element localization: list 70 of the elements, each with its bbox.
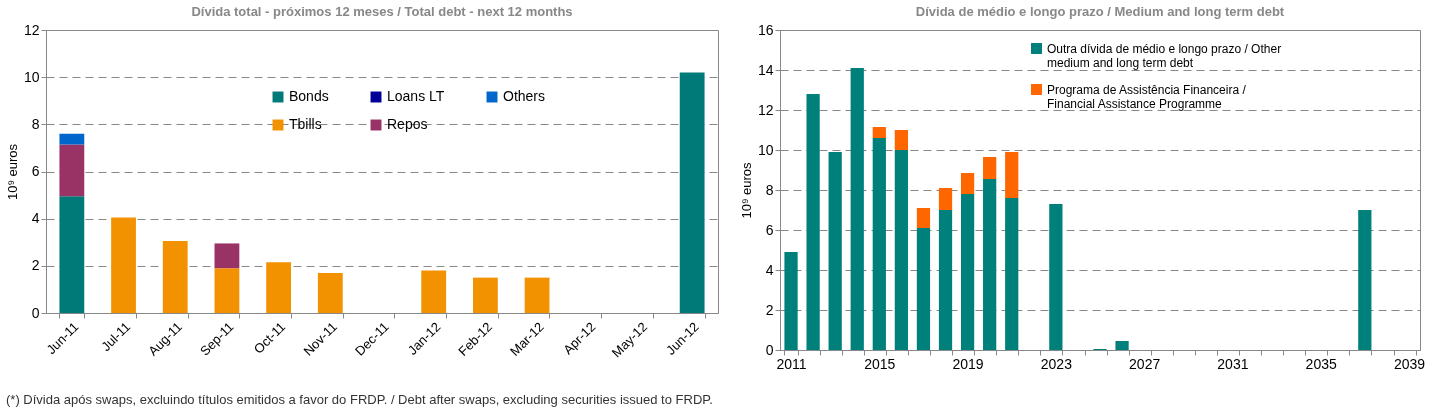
bar (59, 144, 85, 197)
legend-label: Repos (387, 116, 428, 132)
bar (421, 270, 447, 313)
x-tick-label: 2019 (952, 355, 984, 372)
y-tick-label: 10 (757, 141, 774, 158)
y-tick-label: 2 (31, 257, 40, 274)
bar (266, 262, 292, 313)
bar (472, 277, 498, 313)
bar (938, 188, 953, 210)
legend-label: Others (503, 88, 546, 104)
bar (960, 194, 975, 350)
bar (679, 72, 705, 313)
y-tick-label: 16 (757, 21, 774, 38)
legend-label: Programa de Assistência Financeira / Financial Assistance Programme (1047, 82, 1247, 111)
bar (784, 252, 798, 350)
x-tick-label: 2039 (1393, 355, 1426, 372)
bar (916, 208, 931, 228)
chart-title: Dívida total - próximos 12 meses / Total debt - next 12 months (191, 4, 573, 19)
bar (1358, 210, 1372, 350)
y-axis-title: 10⁹ euros (738, 161, 754, 219)
bar (894, 130, 908, 150)
bar (1049, 204, 1063, 350)
bar (1005, 198, 1019, 350)
bar (806, 94, 820, 350)
x-tick-label: 2023 (1040, 355, 1073, 372)
y-tick-label: 8 (765, 181, 774, 198)
y-tick-label: 0 (765, 341, 774, 358)
bar (1115, 341, 1129, 350)
legend-label: Bonds (289, 88, 329, 104)
bar (983, 179, 997, 350)
y-tick-label: 2 (765, 301, 774, 318)
bar (111, 217, 136, 313)
bar (1005, 152, 1019, 198)
legend-label: Loans LT (387, 88, 445, 104)
bar (916, 228, 931, 350)
bar (983, 157, 997, 179)
text: (*) Dívida após swaps, excluindo títulos emitidos a favor do FRDP. / Debt after swaps, excluding securities issued to FRDP. (6, 392, 713, 407)
bar (524, 277, 550, 313)
y-tick-label: 12 (757, 101, 774, 118)
x-tick-label: 2015 (864, 355, 896, 372)
bar (828, 152, 842, 350)
bar (850, 68, 864, 350)
bar (59, 196, 85, 313)
bar (960, 173, 975, 194)
bar (162, 241, 188, 313)
bar (317, 272, 343, 313)
y-tick-label: 6 (31, 163, 40, 179)
y-tick-label: 6 (765, 221, 774, 238)
y-tick-label: 8 (31, 115, 40, 132)
bar (214, 243, 240, 269)
bar (894, 150, 908, 350)
legend-label: Tbills (289, 116, 322, 132)
bar (872, 127, 886, 138)
x-tick-label: 2027 (1129, 355, 1161, 372)
bar (872, 138, 886, 350)
chart-title: Dívida de médio e longo prazo / Medium and long term debt (915, 4, 1285, 19)
y-tick-label: 10 (23, 68, 40, 85)
bar (59, 133, 85, 145)
x-tick-label: 2035 (1305, 355, 1337, 372)
x-tick-label: 2031 (1217, 355, 1249, 372)
y-tick-label: 0 (31, 304, 40, 321)
bar (214, 268, 240, 313)
y-tick-label: 14 (757, 61, 774, 78)
y-tick-label: 4 (765, 261, 774, 278)
y-tick-label: 12 (23, 21, 40, 38)
legend-label: Outra dívida de médio e longo prazo / Other medium and long term debt (1047, 41, 1282, 70)
x-tick-label: 2011 (776, 355, 807, 372)
y-axis-title: 10⁹ euros (4, 143, 20, 201)
bar (938, 210, 953, 350)
y-tick-label: 4 (31, 210, 40, 227)
